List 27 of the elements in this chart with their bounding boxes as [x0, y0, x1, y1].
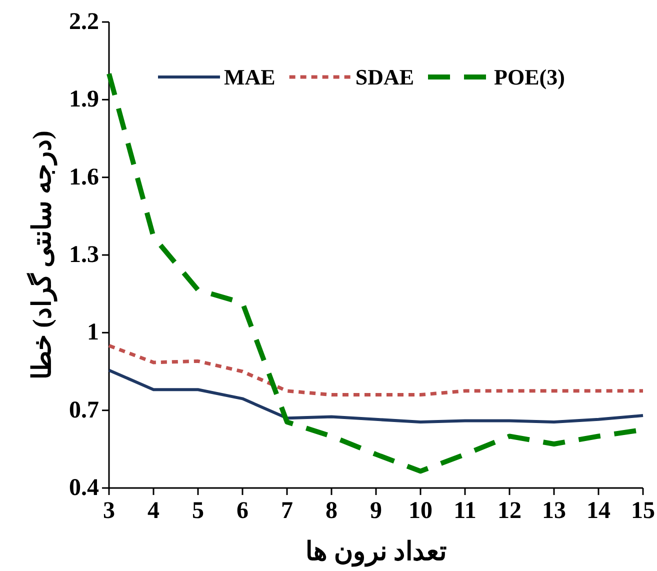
x-tick-label: 10 [408, 498, 432, 524]
y-tick-label: 2.2 [69, 9, 99, 35]
x-tick-label: 14 [586, 498, 610, 524]
y-tick-label: 1 [87, 320, 99, 346]
legend-label: MAE [224, 64, 276, 90]
x-tick-label: 3 [103, 498, 115, 524]
y-tick-label: 1.9 [69, 86, 99, 113]
x-axis-title: تعداد نرون ها [306, 537, 446, 567]
x-tick-label: 12 [498, 498, 522, 524]
y-tick-label: 0.4 [69, 475, 99, 501]
y-tick-label: 0.7 [69, 397, 99, 424]
x-tick-label: 13 [542, 498, 566, 524]
x-tick-label: 4 [148, 498, 160, 524]
x-tick-label: 5 [192, 498, 204, 524]
x-tick-label: 11 [454, 498, 476, 524]
x-tick-label: 7 [281, 498, 293, 524]
x-tick-label: 6 [236, 498, 248, 524]
legend-label: SDAE [355, 64, 414, 90]
line-series [108, 368, 644, 424]
y-tick-label: 1.3 [69, 242, 99, 268]
y-axis-title: (درجه سانتی گراد) خطا [26, 130, 58, 380]
x-tick-label: 9 [370, 498, 382, 524]
legend-label: POE(3) [494, 64, 565, 90]
x-tick-label: 15 [631, 498, 655, 524]
line-series [107, 344, 645, 397]
x-tick-label: 8 [326, 498, 338, 524]
y-tick-label: 1.6 [69, 164, 99, 190]
